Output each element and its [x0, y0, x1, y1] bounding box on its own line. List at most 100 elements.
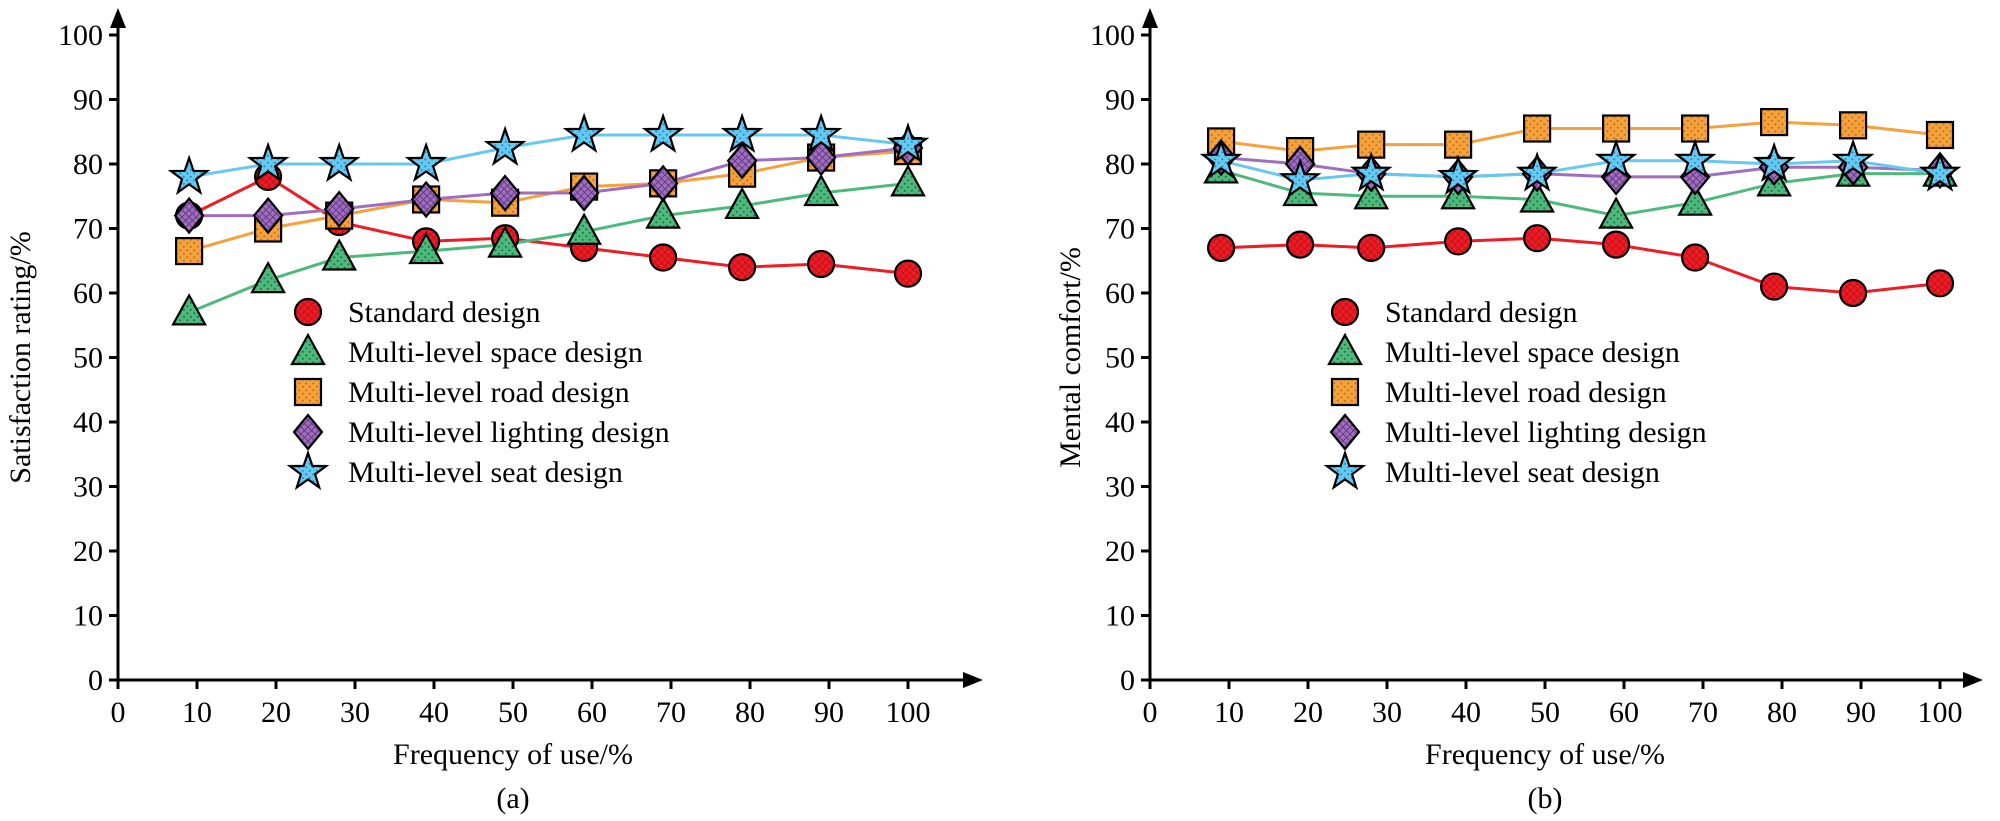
x-tick-label: 90	[814, 696, 844, 729]
triangle-marker	[724, 186, 760, 220]
square-marker	[1601, 114, 1631, 143]
y-tick-label: 80	[1105, 148, 1135, 181]
star-marker	[1594, 138, 1638, 179]
legend-item: Standard design	[1330, 296, 1577, 329]
circle-marker	[1357, 233, 1386, 262]
x-tick-label: 50	[498, 696, 528, 729]
y-axis-arrow-icon	[1142, 8, 1158, 28]
series-markers-star	[167, 112, 930, 196]
star-marker	[167, 154, 211, 196]
star-marker	[1349, 151, 1393, 192]
y-tick-label: 0	[1120, 664, 1135, 697]
triangle-marker	[1327, 332, 1363, 366]
x-tick-label: 50	[1530, 696, 1560, 729]
series-line-square	[188, 149, 909, 253]
x-tick-label: 100	[886, 696, 931, 729]
diamond-marker	[726, 142, 758, 180]
triangle-marker	[566, 212, 602, 245]
y-tick-label: 10	[1105, 600, 1135, 633]
triangle-marker	[171, 293, 207, 326]
y-tick-label: 50	[73, 342, 103, 375]
star-marker	[720, 112, 764, 154]
y-tick-label: 30	[73, 471, 103, 504]
axes	[116, 26, 965, 682]
triangle-marker	[645, 196, 681, 229]
series-line-diamond	[1220, 156, 1941, 179]
triangle-marker	[1677, 183, 1713, 216]
circle-marker	[806, 249, 836, 279]
x-tick-label: 80	[1767, 696, 1797, 729]
x-tick-label: 30	[1372, 696, 1402, 729]
star-marker	[562, 112, 606, 154]
x-tick-label: 20	[261, 696, 291, 729]
square-marker	[175, 236, 204, 266]
x-tick-label: 70	[656, 696, 686, 729]
legend-item: Multi-level road design	[1330, 376, 1667, 409]
diamond-marker	[323, 190, 355, 228]
y-tick-label: 20	[1105, 535, 1135, 568]
legend-item: Standard design	[293, 296, 540, 329]
x-tick-label: 80	[735, 696, 765, 729]
series-markers-triangle	[171, 164, 926, 326]
star-marker	[246, 141, 290, 183]
star-marker	[641, 112, 685, 154]
y-tick-label: 60	[73, 277, 103, 310]
legend-label: Multi-level lighting design	[1385, 416, 1707, 449]
y-tick-label: 90	[1105, 84, 1135, 117]
series-markers-circle	[1207, 224, 1955, 308]
star-marker	[1199, 138, 1243, 179]
x-tick-label: 60	[577, 696, 607, 729]
series-line-square	[1220, 120, 1941, 153]
legend-label: Multi-level space design	[348, 336, 643, 369]
square-marker	[1330, 377, 1360, 407]
star-marker	[1278, 157, 1322, 199]
x-tick-label: 10	[1214, 696, 1244, 729]
diamond-marker	[568, 174, 600, 212]
y-axis-arrow-icon	[110, 8, 126, 28]
chart-b: 0 10 20 30 40 50 60 70 80 90 100 0 10 20 30 40 50 60 70 80 9…	[1000, 0, 2000, 821]
series-line-triangle	[1220, 169, 1940, 218]
diamond-marker	[1329, 413, 1361, 451]
square-marker	[1925, 120, 1955, 150]
circle-marker	[1207, 233, 1236, 262]
chart-caption: (b)	[1528, 782, 1563, 815]
star-marker	[404, 141, 448, 183]
circle-marker	[727, 253, 757, 282]
x-tick-label: 0	[111, 696, 126, 729]
y-tick-label: 40	[1105, 406, 1135, 439]
axes	[1148, 26, 1965, 682]
diamond-marker	[173, 196, 205, 235]
legend-item: Multi-level seat design	[1323, 449, 1660, 491]
triangle-marker	[290, 332, 326, 366]
triangle-marker	[1598, 196, 1634, 229]
circle-marker	[293, 297, 323, 327]
chart-a-canvas: 0 10 20 30 40 50 60 70 80 90 100 0 10 20 30 40 50 60 70 80 9…	[4, 8, 983, 815]
triangle-marker	[1353, 176, 1390, 210]
x-tick-label: 90	[1846, 696, 1876, 729]
series-line-circle	[1221, 236, 1941, 295]
y-axis-label: Mental comfort/%	[1054, 247, 1087, 468]
x-tick-label: 30	[340, 696, 370, 729]
star-marker	[1673, 138, 1717, 179]
y-tick-label: 100	[1090, 19, 1135, 52]
triangle-marker	[250, 260, 286, 294]
series-line-diamond	[189, 146, 909, 218]
x-tick-label: 60	[1609, 696, 1639, 729]
x-axis-label: Frequency of use/%	[1425, 738, 1665, 771]
square-marker	[1680, 114, 1710, 143]
circle-marker	[1601, 230, 1631, 259]
legend-item: Multi-level seat design	[286, 449, 623, 491]
series-line-star	[188, 133, 909, 179]
y-tick-label: 20	[73, 535, 103, 568]
x-axis-arrow-icon	[1963, 672, 1983, 688]
star-marker	[1515, 151, 1559, 192]
diamond-marker	[489, 174, 521, 212]
circle-marker	[1330, 297, 1360, 327]
star-marker	[1323, 449, 1367, 491]
legend-label: Standard design	[348, 296, 540, 329]
series-line-star	[1220, 159, 1941, 182]
star-marker	[483, 125, 527, 166]
chart-a: 0 10 20 30 40 50 60 70 80 90 100 0 10 20 30 40 50 60 70 80 9…	[4, 8, 983, 815]
series-line-triangle	[188, 181, 909, 314]
